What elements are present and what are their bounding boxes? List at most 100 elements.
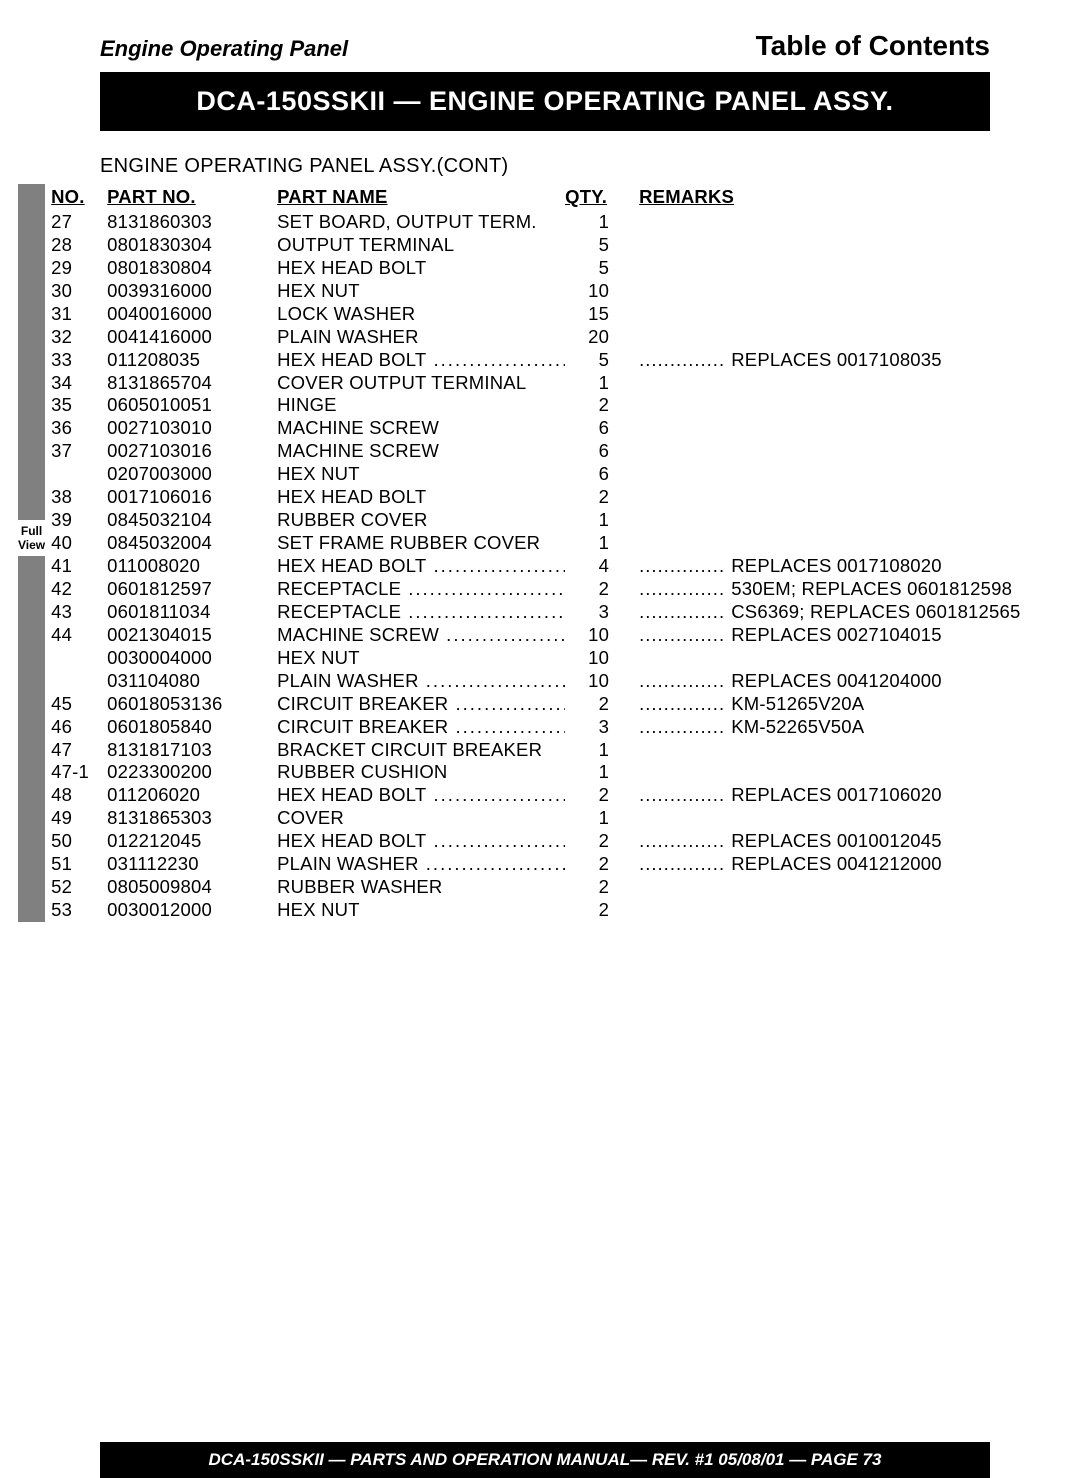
- cell-remarks: [615, 417, 1020, 440]
- footer-bar: DCA-150SSKII — PARTS AND OPERATION MANUA…: [100, 1442, 990, 1478]
- table-row: 370027103016MACHINE SCREW6: [45, 440, 1020, 463]
- cell-remarks: CS6369; REPLACES 0601812565: [615, 601, 1020, 624]
- cell-remarks: REPLACES 0041204000: [615, 670, 1020, 693]
- cell-no: 39: [51, 509, 107, 532]
- cell-qty: 2: [565, 693, 615, 716]
- cell-part-no: 0801830804: [107, 257, 277, 280]
- cell-remarks: [615, 463, 1020, 486]
- cell-part-name: HINGE: [277, 394, 565, 417]
- cell-qty: 1: [565, 532, 615, 555]
- cell-no: 43: [51, 601, 107, 624]
- cell-part-no: 0030004000: [107, 647, 277, 670]
- cell-no: 37: [51, 440, 107, 463]
- cell-no: 45: [51, 693, 107, 716]
- cell-no: 34: [51, 372, 107, 395]
- cell-part-name: HEX HEAD BOLT: [277, 555, 565, 578]
- cell-part-name: BRACKET CIRCUIT BREAKER: [277, 739, 565, 762]
- cell-part-name: MACHINE SCREW: [277, 624, 565, 647]
- cell-part-no: 0207003000: [107, 463, 277, 486]
- cell-qty: 2: [565, 578, 615, 601]
- cell-part-name: HEX NUT: [277, 647, 565, 670]
- table-row: 350605010051HINGE2: [45, 394, 1020, 417]
- cell-qty: 6: [565, 440, 615, 463]
- cell-part-name: RUBBER CUSHION: [277, 761, 565, 784]
- cell-qty: 6: [565, 463, 615, 486]
- table-row: 380017106016HEX HEAD BOLT2: [45, 486, 1020, 509]
- col-header-qty: QTY.: [565, 186, 615, 209]
- cell-no: 33: [51, 349, 107, 372]
- cell-qty: 5: [565, 349, 615, 372]
- table-row: 41011008020HEX HEAD BOLT4REPLACES 001710…: [45, 555, 1020, 578]
- table-row: 0030004000HEX NUT10: [45, 647, 1020, 670]
- cell-remarks: [615, 899, 1020, 922]
- gray-block-bottom: [18, 556, 45, 922]
- cell-part-name: PLAIN WASHER: [277, 326, 565, 349]
- cell-no: 36: [51, 417, 107, 440]
- cell-remarks: [615, 211, 1020, 234]
- cell-no: [51, 647, 107, 670]
- cell-part-no: 8131865303: [107, 807, 277, 830]
- cell-qty: 2: [565, 394, 615, 417]
- cell-part-no: 0601812597: [107, 578, 277, 601]
- cell-part-name: SET BOARD, OUTPUT TERM.: [277, 211, 565, 234]
- fullview-link[interactable]: Full View: [18, 520, 45, 556]
- cell-part-no: 0601811034: [107, 601, 277, 624]
- cell-no: 29: [51, 257, 107, 280]
- cell-no: 47: [51, 739, 107, 762]
- cell-remarks: REPLACES 0010012045: [615, 830, 1020, 853]
- cell-part-name: HEX HEAD BOLT: [277, 784, 565, 807]
- cell-part-no: 031104080: [107, 670, 277, 693]
- top-row: Engine Operating Panel Table of Contents: [18, 30, 990, 62]
- cell-remarks: REPLACES 0017106020: [615, 784, 1020, 807]
- table-header-row: NO. PART NO. PART NAME QTY. REMARKS: [45, 184, 1020, 211]
- cell-part-no: 011208035: [107, 349, 277, 372]
- cell-remarks: [615, 761, 1020, 784]
- cell-part-name: MACHINE SCREW: [277, 440, 565, 463]
- cell-part-name: HEX HEAD BOLT: [277, 486, 565, 509]
- title-bar: DCA-150SSKII — ENGINE OPERATING PANEL AS…: [100, 72, 990, 131]
- cell-part-name: HEX HEAD BOLT: [277, 830, 565, 853]
- side-column: Full View: [18, 184, 45, 922]
- cell-remarks: KM-51265V20A: [615, 693, 1020, 716]
- cell-remarks: [615, 280, 1020, 303]
- toc-link[interactable]: Table of Contents: [756, 30, 990, 62]
- cell-qty: 1: [565, 807, 615, 830]
- cell-part-no: 8131817103: [107, 739, 277, 762]
- cell-no: 50: [51, 830, 107, 853]
- cell-remarks: REPLACES 0017108035: [615, 349, 1020, 372]
- cell-no: 27: [51, 211, 107, 234]
- cell-no: 41: [51, 555, 107, 578]
- cell-qty: 2: [565, 876, 615, 899]
- cell-remarks: [615, 807, 1020, 830]
- cell-qty: 10: [565, 624, 615, 647]
- cell-remarks: REPLACES 0017108020: [615, 555, 1020, 578]
- cell-no: 44: [51, 624, 107, 647]
- cell-no: 28: [51, 234, 107, 257]
- cell-part-name: RECEPTACLE: [277, 578, 565, 601]
- cell-part-no: 0021304015: [107, 624, 277, 647]
- cell-part-name: CIRCUIT BREAKER: [277, 693, 565, 716]
- cell-remarks: [615, 372, 1020, 395]
- cell-qty: 2: [565, 784, 615, 807]
- cell-no: 48: [51, 784, 107, 807]
- table-row: 400845032004SET FRAME RUBBER COVER1: [45, 532, 1020, 555]
- cell-no: 40: [51, 532, 107, 555]
- cell-qty: 2: [565, 486, 615, 509]
- cell-no: 38: [51, 486, 107, 509]
- cell-part-name: RUBBER COVER: [277, 509, 565, 532]
- cell-remarks: [615, 257, 1020, 280]
- cell-qty: 1: [565, 739, 615, 762]
- cell-part-name: HEX HEAD BOLT: [277, 349, 565, 372]
- cell-part-no: 0027103016: [107, 440, 277, 463]
- cell-no: 30: [51, 280, 107, 303]
- table-row: 498131865303COVER1: [45, 807, 1020, 830]
- cell-remarks: KM-52265V50A: [615, 716, 1020, 739]
- cell-part-no: 0027103010: [107, 417, 277, 440]
- cell-qty: 1: [565, 211, 615, 234]
- cell-remarks: REPLACES 0027104015: [615, 624, 1020, 647]
- table-row: 460601805840CIRCUIT BREAKER3KM-52265V50A: [45, 716, 1020, 739]
- cell-part-no: 0601805840: [107, 716, 277, 739]
- table-row: 290801830804HEX HEAD BOLT5: [45, 257, 1020, 280]
- cell-qty: 3: [565, 716, 615, 739]
- section-label: Engine Operating Panel: [100, 36, 348, 62]
